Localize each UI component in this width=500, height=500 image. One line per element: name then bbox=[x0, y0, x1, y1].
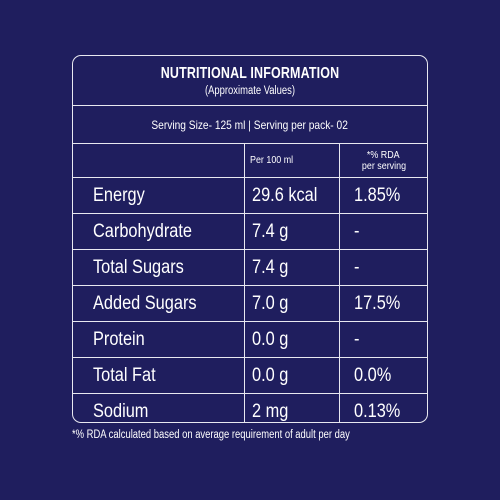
nutrient-per100: 7.4 g bbox=[252, 220, 289, 242]
nutrition-table: NUTRITIONAL INFORMATION (Approximate Val… bbox=[72, 55, 428, 423]
nutrient-per100: 2 mg bbox=[252, 401, 289, 422]
column-header-rda-line1: *% RDA bbox=[367, 148, 400, 161]
column-header-per100: Per 100 ml bbox=[245, 144, 340, 177]
nutrient-rda: - bbox=[354, 328, 360, 350]
nutrient-name: Sodium bbox=[93, 401, 149, 422]
table-title: NUTRITIONAL INFORMATION bbox=[160, 65, 340, 82]
footnote: *% RDA calculated based on average requi… bbox=[72, 429, 350, 441]
nutrient-per100: 7.0 g bbox=[252, 292, 289, 314]
table-row: Total Sugars 7.4 g - bbox=[73, 250, 427, 286]
table-row: Sodium 2 mg 0.13% bbox=[73, 394, 427, 422]
nutrient-name: Total Fat bbox=[93, 364, 156, 386]
nutrient-rda: 0.0% bbox=[354, 364, 392, 386]
column-header-row: Per 100 ml *% RDA per serving bbox=[73, 144, 427, 178]
nutrient-per100: 29.6 kcal bbox=[252, 184, 318, 206]
column-header-per100-label: Per 100 ml bbox=[250, 154, 294, 166]
nutrient-rda: - bbox=[354, 220, 360, 242]
nutrient-per100: 0.0 g bbox=[252, 364, 289, 386]
nutrient-per100: 7.4 g bbox=[252, 256, 289, 278]
serving-info: Serving Size- 125 ml | Serving per pack-… bbox=[73, 106, 427, 144]
nutrient-name: Protein bbox=[93, 328, 145, 350]
table-header: NUTRITIONAL INFORMATION (Approximate Val… bbox=[73, 56, 427, 106]
column-header-rda-line2: per serving bbox=[361, 159, 406, 172]
nutrient-rda: 0.13% bbox=[354, 401, 401, 422]
nutrient-per100: 0.0 g bbox=[252, 328, 289, 350]
column-header-nutrient bbox=[73, 144, 245, 177]
table-row: Total Fat 0.0 g 0.0% bbox=[73, 358, 427, 394]
nutrient-name: Total Sugars bbox=[93, 256, 184, 278]
nutrient-name: Added Sugars bbox=[93, 292, 197, 314]
nutrient-name: Carbohydrate bbox=[93, 220, 193, 242]
nutrient-rda: 1.85% bbox=[354, 184, 401, 206]
table-row: Protein 0.0 g - bbox=[73, 322, 427, 358]
table-row: Carbohydrate 7.4 g - bbox=[73, 214, 427, 250]
table-subtitle: (Approximate Values) bbox=[205, 85, 295, 97]
nutrient-name: Energy bbox=[93, 184, 145, 206]
table-row: Energy 29.6 kcal 1.85% bbox=[73, 178, 427, 214]
serving-text: Serving Size- 125 ml | Serving per pack-… bbox=[151, 117, 349, 132]
nutrient-rda: 17.5% bbox=[354, 292, 401, 314]
nutrient-rda: - bbox=[354, 256, 360, 278]
table-row: Added Sugars 7.0 g 17.5% bbox=[73, 286, 427, 322]
column-header-rda: *% RDA per serving bbox=[340, 144, 427, 177]
